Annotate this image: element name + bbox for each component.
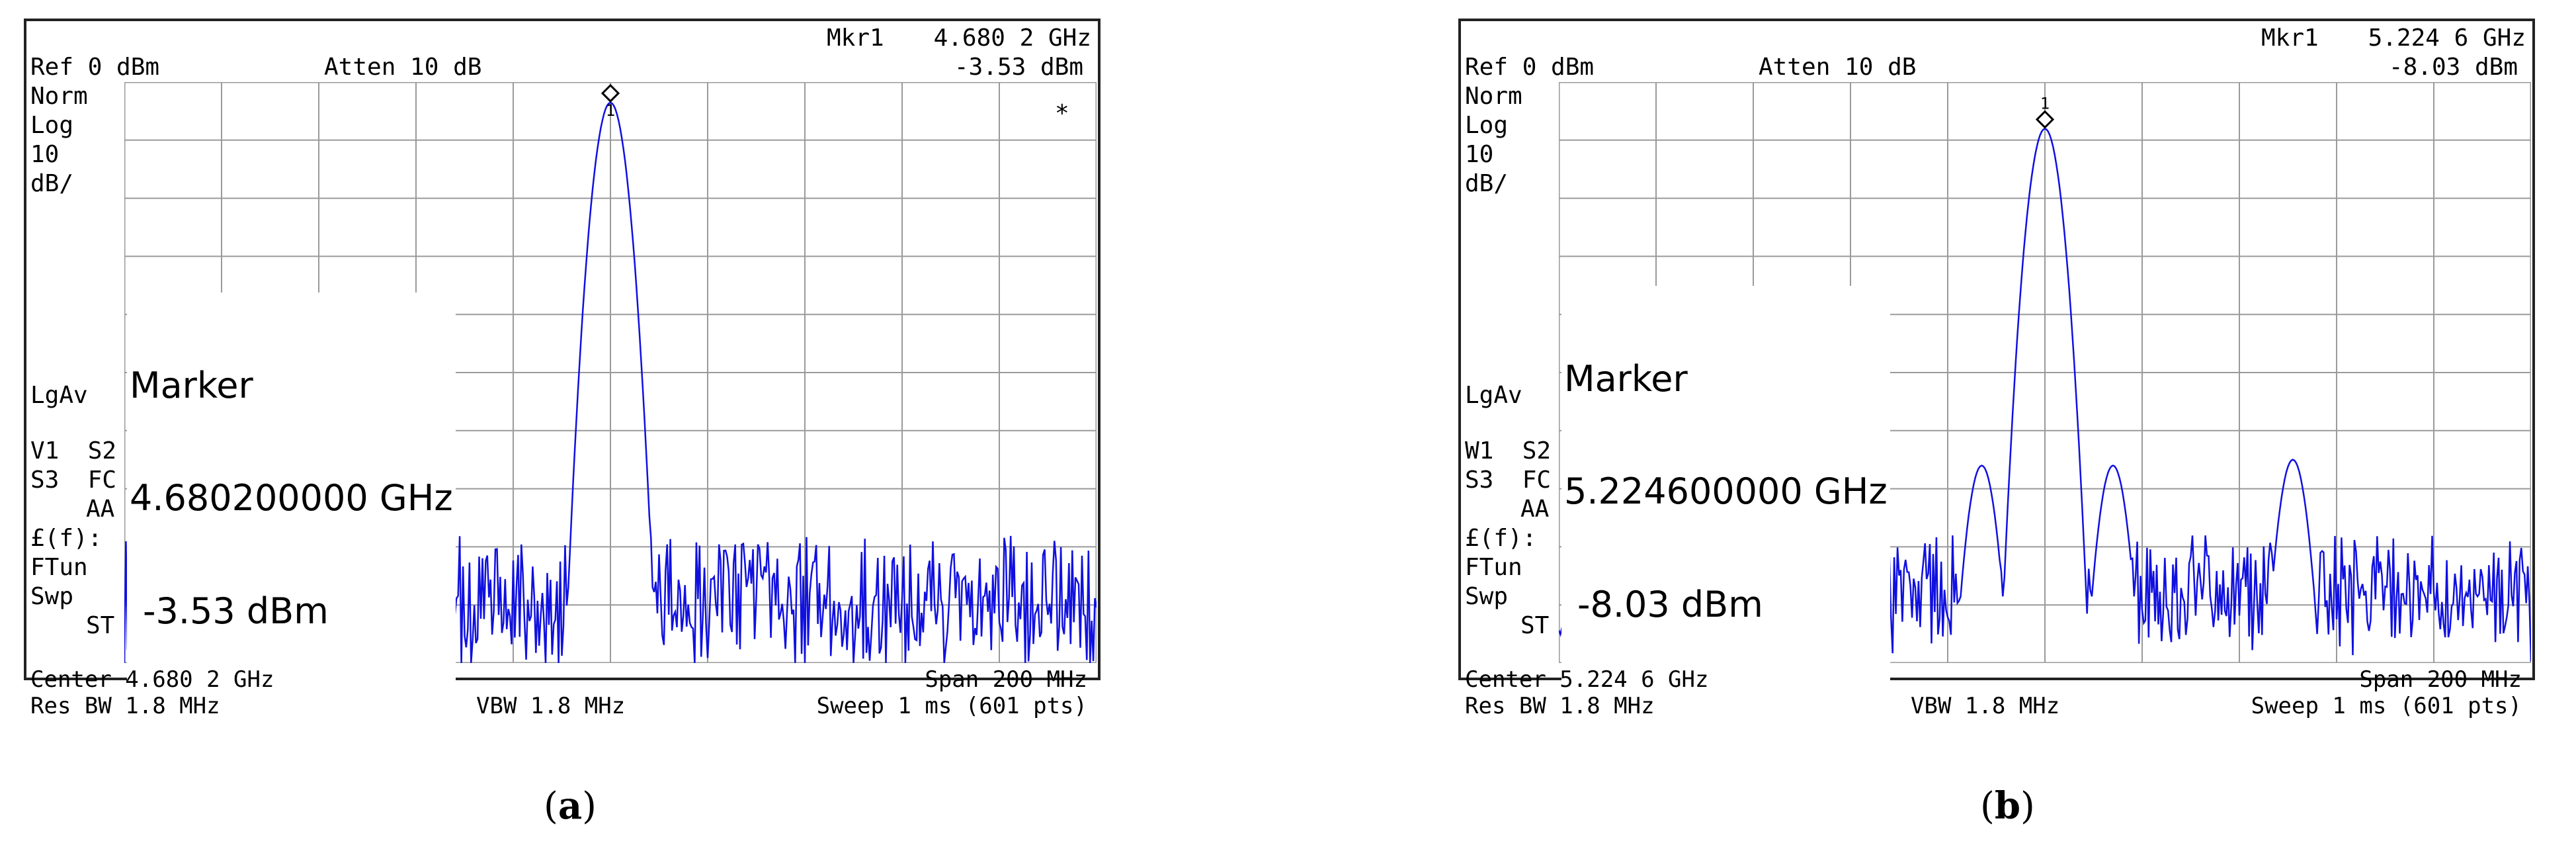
caption-a: (a)	[544, 784, 597, 828]
caption-b-letter: b	[1994, 784, 2021, 828]
video-bandwidth: VBW 1.8 MHz	[1911, 693, 2060, 719]
attenuation: Atten 10 dB	[1759, 54, 1917, 81]
star-indicator: *	[1055, 100, 1069, 127]
marker-callout: Marker 4.680200000 GHz -3.53 dBm	[127, 292, 456, 705]
marker-callout-frequency: 5.224600000 GHz	[1564, 470, 1888, 513]
sweep-info: Sweep 1 ms (601 pts)	[816, 693, 1087, 719]
side-label-aa: AA	[1520, 496, 1550, 523]
side-label-s3fc: S3 FC	[30, 467, 117, 494]
center-frequency: Center 4.680 2 GHz	[30, 666, 274, 693]
side-label-st: ST	[1520, 612, 1550, 639]
side-label-swp: Swp	[30, 583, 74, 610]
resolution-bandwidth: Res BW 1.8 MHz	[1465, 693, 1655, 719]
side-label-unit: dB/	[30, 170, 74, 197]
reference-level: Ref 0 dBm	[1465, 54, 1595, 81]
side-label-log: Log	[1465, 112, 1509, 139]
side-label-scale: 10	[30, 141, 60, 168]
side-label-st: ST	[86, 612, 115, 639]
side-label-ff: £(f):	[30, 525, 103, 552]
side-label-unit: dB/	[1465, 170, 1509, 197]
marker-number-label: 1	[2040, 95, 2050, 113]
marker-diamond-icon	[2035, 110, 2055, 129]
resolution-bandwidth: Res BW 1.8 MHz	[30, 693, 220, 719]
sweep-info: Sweep 1 ms (601 pts)	[2251, 693, 2522, 719]
side-label-ftun: FTun	[1465, 554, 1522, 581]
span: Span 200 MHz	[925, 666, 1087, 693]
side-label-norm: Norm	[30, 83, 88, 110]
spectrum-panel-b: Mkr1 5.224 6 GHz -8.03 dBm Ref 0 dBm Att…	[1458, 19, 2535, 717]
side-label-v1s2: V1 S2	[30, 437, 117, 465]
side-label-lgav: LgAv	[30, 382, 88, 409]
marker-readout-label: Mkr1	[827, 24, 884, 52]
side-label-ftun: FTun	[30, 554, 88, 581]
marker-callout-title: Marker	[130, 365, 253, 407]
marker-callout-level: -3.53 dBm	[143, 590, 329, 632]
caption-a-letter: a	[558, 784, 583, 828]
marker-readout-frequency: 4.680 2 GHz	[933, 24, 1091, 52]
spectrum-panel-a: Mkr1 4.680 2 GHz -3.53 dBm Ref 0 dBm Att…	[24, 19, 1101, 717]
side-label-aa: AA	[86, 496, 115, 523]
side-label-log: Log	[30, 112, 74, 139]
side-label-w1s2: W1 S2	[1465, 437, 1552, 465]
marker-callout-level: -8.03 dBm	[1577, 583, 1763, 625]
reference-level: Ref 0 dBm	[30, 54, 160, 81]
marker-callout: Marker 5.224600000 GHz -8.03 dBm	[1561, 286, 1890, 699]
attenuation: Atten 10 dB	[324, 54, 482, 81]
marker-readout-level: -8.03 dBm	[2388, 54, 2518, 81]
marker-diamond-icon	[601, 83, 620, 103]
center-frequency: Center 5.224 6 GHz	[1465, 666, 1709, 693]
side-label-ff: £(f):	[1465, 525, 1537, 552]
side-label-lgav: LgAv	[1465, 382, 1522, 409]
side-label-norm: Norm	[1465, 83, 1522, 110]
side-label-scale: 10	[1465, 141, 1494, 168]
side-label-swp: Swp	[1465, 583, 1509, 610]
side-label-s3fc: S3 FC	[1465, 467, 1552, 494]
marker-readout-level: -3.53 dBm	[954, 54, 1083, 81]
span: Span 200 MHz	[2359, 666, 2522, 693]
marker-callout-title: Marker	[1564, 358, 1688, 400]
caption-b: (b)	[1980, 784, 2035, 828]
marker-number-label: 1	[606, 101, 615, 120]
marker-readout-frequency: 5.224 6 GHz	[2368, 24, 2526, 52]
marker-readout-label: Mkr1	[2261, 24, 2319, 52]
video-bandwidth: VBW 1.8 MHz	[476, 693, 626, 719]
marker-callout-frequency: 4.680200000 GHz	[130, 477, 453, 519]
